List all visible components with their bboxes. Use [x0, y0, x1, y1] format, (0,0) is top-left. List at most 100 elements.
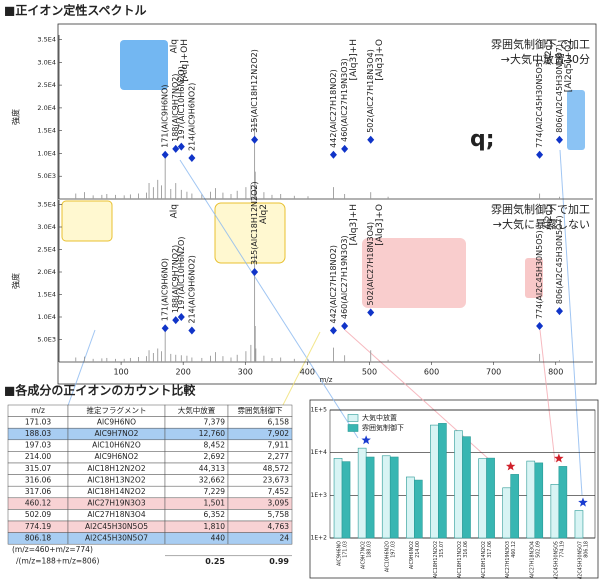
- x-tick-label: AlC9H6NO: [337, 541, 343, 566]
- table-cell: 188.03: [25, 429, 51, 438]
- table-cell: 1,501: [204, 499, 226, 508]
- table-cell: 大気中放置: [178, 405, 216, 415]
- table-cell: AlC9H7NO2: [95, 429, 139, 438]
- peak-label: 774(Al2C45H30N5O5): [535, 59, 544, 148]
- table-cell-bg: [227, 532, 293, 545]
- y-tick-label: 1E+5: [311, 407, 328, 414]
- x-tick-label: AlC9H6NO2: [409, 541, 415, 569]
- peak-marker: [555, 307, 563, 316]
- y-axis-label: 強度: [11, 109, 21, 125]
- callout-box: [362, 238, 466, 308]
- x-tick-label: 300: [238, 368, 253, 377]
- peak-label: 171(AlC9H6NO): [161, 85, 170, 148]
- table-cell: AlC9H6NO2: [95, 452, 139, 461]
- legend-label: 大気中放置: [362, 413, 397, 422]
- peak-marker: [251, 135, 259, 144]
- table-cell: 1,810: [204, 522, 226, 531]
- peak-label: 806(Al2C45H30N5O7): [555, 215, 564, 304]
- table-cell: 32,662: [199, 475, 225, 484]
- ratio-value: 0.99: [269, 557, 289, 566]
- structure-label: q;: [470, 127, 495, 152]
- bar: [381, 455, 391, 539]
- table-cell: 3,095: [268, 499, 290, 508]
- peak-marker: [161, 150, 169, 159]
- x-tick-label: 200: [176, 368, 191, 377]
- y-tick-label: 1.0E4: [37, 149, 56, 157]
- y-tick-label: 1E+4: [311, 449, 328, 456]
- table-cell: 48,572: [263, 464, 289, 473]
- table-cell: 6,352: [204, 510, 226, 519]
- arrow: [559, 149, 583, 496]
- condition-label: →大気中放置30分: [501, 52, 590, 66]
- peak-marker: [329, 150, 337, 159]
- peak-label: 315(AlC18H12N2O2): [250, 49, 259, 133]
- table-cell: 24: [279, 533, 289, 542]
- ion-label: Al2q5: [544, 204, 554, 230]
- y-tick-label: 3.5E4: [37, 201, 56, 209]
- y-tick-label: 1E+3: [311, 492, 328, 499]
- arrow: [539, 329, 556, 463]
- x-tick-label: AlC9H7NO2: [361, 541, 367, 569]
- x-tick-label: Al2C45H30N5O7: [577, 541, 583, 579]
- star: [361, 435, 371, 445]
- star: [505, 461, 516, 471]
- bar: [478, 458, 487, 539]
- peak-marker: [367, 135, 375, 144]
- x-tick-label: AlC10H6N2O: [385, 541, 391, 572]
- bar: [333, 457, 343, 539]
- x-tick-label: AlC18H13N2O2: [457, 541, 463, 578]
- ion-label: Alq: [170, 39, 180, 53]
- table-cell: 460.12: [25, 499, 51, 508]
- peak-label: 442(AlC27H18NO2): [329, 245, 338, 324]
- x-tick-label: 700: [486, 368, 501, 377]
- ion-label: [Alq3]+O: [375, 39, 385, 81]
- y-tick-label: 1E+2: [311, 535, 328, 542]
- y-tick-label: 3.0E4: [37, 58, 56, 66]
- ratio-label: /(m/z=188+m/z=806): [16, 557, 99, 566]
- peak-label: 774(Al2C45H30N5O5): [535, 230, 544, 319]
- table-cell: 440: [211, 533, 226, 542]
- bar: [365, 456, 375, 539]
- peak-label: 442(AlC27H18NO2): [329, 69, 338, 148]
- bar: [438, 423, 447, 539]
- legend-swatch: [347, 414, 359, 422]
- table-cell: 23,673: [263, 475, 289, 484]
- table-cell: 7,452: [268, 487, 290, 496]
- table-cell: AlC18H12N2O2: [87, 464, 145, 473]
- peak-label: 197(AlC10H6N2O): [177, 237, 186, 310]
- ion-label: [Alq]+OH: [180, 39, 190, 82]
- bar: [430, 424, 439, 539]
- peak-marker: [329, 326, 337, 335]
- table-cell: 12,760: [199, 429, 225, 438]
- bar-panel: [309, 399, 599, 579]
- y-tick-label: 2.5E4: [37, 81, 56, 89]
- table-cell: 2,692: [204, 452, 226, 461]
- condition-label: 雰囲気制御下で加工: [491, 37, 590, 51]
- y-tick-label: 1.5E4: [37, 291, 56, 299]
- bar: [526, 460, 536, 539]
- peak-marker: [367, 308, 375, 317]
- ratio-value: 0.25: [205, 557, 225, 566]
- y-tick-label: 5.0E3: [37, 172, 56, 180]
- x-tick-label: 806.18: [583, 541, 589, 558]
- table-cell: 774.19: [25, 522, 51, 531]
- table-cell: 2,277: [268, 452, 290, 461]
- peak-marker: [341, 144, 349, 153]
- y-tick-label: 3.5E4: [37, 36, 56, 44]
- arrow: [179, 159, 359, 439]
- ion-label: Al2q5: [544, 39, 554, 65]
- bar: [406, 476, 415, 539]
- table-cell: 171.03: [25, 417, 51, 426]
- table-cell: 44,313: [199, 464, 225, 473]
- legend-label: 雰囲気制御下: [362, 423, 404, 432]
- x-tick-label: 171.03: [343, 541, 349, 558]
- peak-label: 315(AlC18H12N2O2): [250, 181, 259, 265]
- callout-box: [525, 258, 543, 298]
- bar: [486, 457, 495, 539]
- peak-marker: [177, 313, 185, 321]
- x-tick-label: 100: [113, 368, 128, 377]
- y-tick-label: 1.5E4: [37, 127, 56, 135]
- bar: [534, 462, 544, 539]
- peak-label: 188(AlC9H7NO2): [171, 74, 180, 142]
- peak-label: 502(AlC27H18N3O4): [366, 222, 375, 306]
